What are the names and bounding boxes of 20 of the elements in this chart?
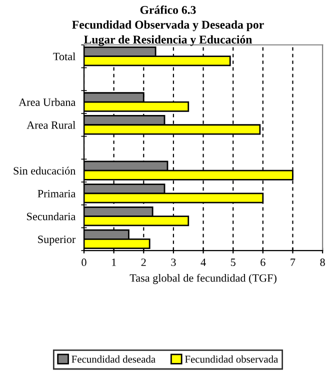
x-tick-label: 7 [290, 258, 296, 266]
x-tick-label: 4 [200, 258, 206, 266]
x-axis-title: Tasa global de fecundidad (TGF) [130, 274, 276, 284]
y-tick-label: Secundaria [27, 212, 76, 220]
y-tick-label: Total [53, 52, 76, 60]
y-tick-label: Primaria [38, 190, 76, 198]
y-tick-label: Area Rural [26, 121, 76, 129]
x-tick-label: 5 [230, 258, 236, 266]
legend-label: Fecundidad deseada [72, 355, 156, 363]
y-tick-label: Sin educación [14, 166, 76, 175]
y-tick-label: Area Urbana [18, 98, 76, 106]
x-tick-label: 8 [320, 258, 325, 266]
x-tick-label: 6 [260, 258, 266, 266]
chart-title: Gráfico 6.3 Fecundidad Observada y Deseada por Lugar de Residencia y Educación [72, 5, 264, 46]
x-tick-label: 0 [82, 258, 86, 266]
x-tick-label: 1 [112, 258, 116, 266]
y-tick-label: Superior [38, 236, 76, 246]
legend-label: Fecundidad observada [185, 355, 278, 363]
x-tick-label: 2 [141, 258, 146, 266]
x-tick-label: 3 [171, 258, 176, 266]
